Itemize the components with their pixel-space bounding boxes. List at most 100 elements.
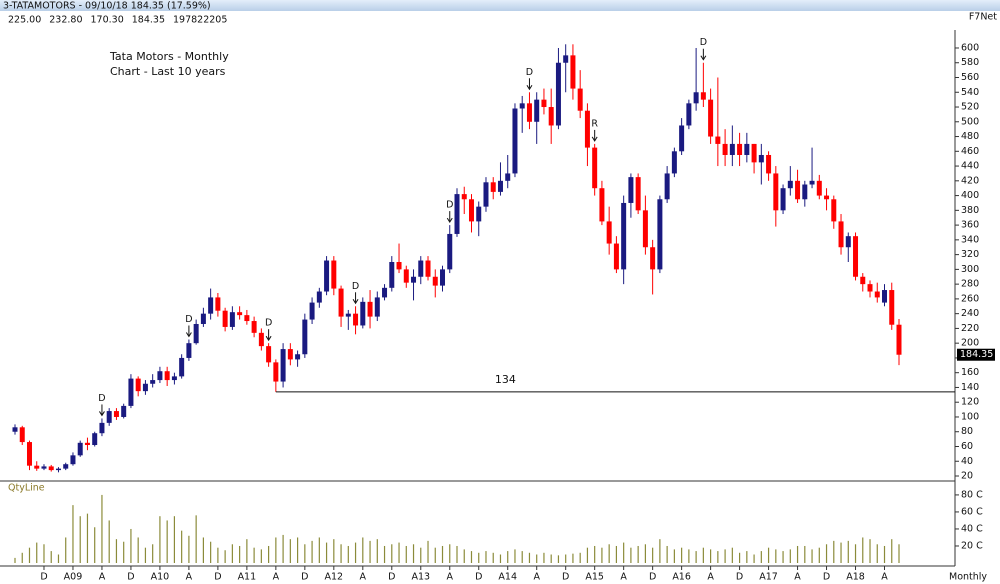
event-marker: D	[98, 393, 105, 404]
candle-body	[150, 380, 156, 384]
candle-body	[744, 143, 750, 155]
y-tick-label: 300	[961, 264, 979, 275]
x-tick-label: A	[794, 572, 801, 583]
x-tick-label: D	[823, 572, 830, 583]
y-tick-label: 480	[961, 131, 979, 142]
candle-body	[787, 180, 793, 189]
candle-body	[77, 442, 83, 456]
y-tick-label: 440	[961, 161, 979, 172]
candle-body	[70, 455, 76, 465]
candle-body	[896, 324, 902, 355]
x-tick-label: A	[447, 572, 454, 583]
candle-body	[302, 319, 308, 355]
note-line: Chart - Last 10 years	[110, 65, 226, 78]
candle-body	[889, 290, 895, 325]
candle-body	[121, 405, 127, 417]
candle-body	[613, 243, 619, 270]
candle-body	[555, 62, 561, 126]
candle-body	[795, 180, 801, 200]
candle-body	[468, 199, 474, 222]
candle-body	[845, 236, 851, 248]
y-tick-label: 420	[961, 175, 979, 186]
candle-body	[657, 199, 663, 270]
quote-value: 197822205	[173, 15, 227, 26]
x-tick-label: A	[360, 572, 367, 583]
candle-body	[715, 136, 721, 144]
x-tick-label: D	[562, 572, 569, 583]
candle-body	[853, 236, 859, 277]
candle-body	[512, 108, 518, 174]
candle-body	[809, 180, 815, 185]
x-tick-label: A18	[846, 572, 865, 583]
candle-body	[758, 154, 764, 163]
candle-body	[113, 411, 119, 417]
candle-body	[599, 188, 605, 222]
x-unit: Monthly	[949, 572, 987, 583]
candle-body	[106, 411, 112, 423]
x-tick-label: D	[214, 572, 221, 583]
candle-body	[324, 260, 330, 292]
y-tick-label: 520	[961, 102, 979, 113]
candle-body	[831, 199, 837, 222]
note-line: Tata Motors - Monthly	[109, 50, 229, 63]
candle-body	[628, 177, 634, 203]
candle-body	[838, 221, 844, 248]
x-tick-label: A	[273, 572, 280, 583]
candle-body	[621, 202, 627, 270]
candle-body	[396, 261, 402, 270]
x-tick-label: A	[99, 572, 106, 583]
x-tick-label: A15	[585, 572, 604, 583]
candle-body	[519, 103, 525, 109]
x-tick-label: A	[620, 572, 627, 583]
candle-body	[766, 154, 772, 174]
x-tick-label: D	[475, 572, 482, 583]
y-tick-label: 580	[961, 57, 979, 68]
candle-body	[447, 233, 453, 270]
event-arrowhead	[99, 411, 105, 417]
candle-body	[266, 346, 272, 363]
candle-body	[229, 312, 235, 327]
event-arrowhead	[700, 55, 707, 61]
y-tick-label: 120	[961, 397, 979, 408]
candle-body	[664, 173, 670, 200]
y-tick-label: 280	[961, 279, 979, 290]
candle-body	[92, 433, 98, 446]
candle-body	[816, 180, 822, 196]
candle-body	[367, 301, 373, 317]
candle-body	[541, 99, 547, 108]
candle-body	[860, 276, 866, 285]
x-tick-label: A10	[151, 572, 170, 583]
candle-body	[99, 422, 105, 434]
candle-body	[867, 284, 873, 292]
candle-body	[135, 378, 141, 392]
x-tick-label: A09	[64, 572, 83, 583]
y-tick-label: 540	[961, 87, 979, 98]
candle-body	[26, 442, 32, 466]
candle-body	[722, 143, 728, 155]
candle-body	[273, 362, 279, 382]
level-label: 134	[495, 373, 516, 386]
candle-body	[440, 269, 446, 286]
x-tick-label: A16	[672, 572, 691, 583]
candle-body	[360, 301, 366, 326]
y-tick-label: 460	[961, 146, 979, 157]
candle-body	[295, 354, 301, 360]
candle-body	[563, 55, 569, 63]
candle-body	[34, 465, 40, 469]
event-arrowhead	[446, 217, 453, 224]
candle-body	[382, 287, 388, 298]
candle-body	[41, 466, 47, 469]
candle-body	[425, 260, 431, 277]
candle-body	[570, 55, 576, 89]
volume-tick-label: 60 C	[961, 506, 983, 517]
header-right: F7Net	[969, 12, 997, 23]
y-tick-label: 220	[961, 323, 979, 334]
candle-body	[824, 195, 830, 200]
candle-body	[548, 107, 554, 126]
candle-body	[454, 194, 460, 234]
candle-body	[497, 180, 503, 192]
y-tick-label: 240	[961, 308, 979, 319]
volume-title: QtyLine	[8, 483, 45, 494]
candle-body	[693, 92, 699, 104]
candle-body	[208, 297, 214, 314]
